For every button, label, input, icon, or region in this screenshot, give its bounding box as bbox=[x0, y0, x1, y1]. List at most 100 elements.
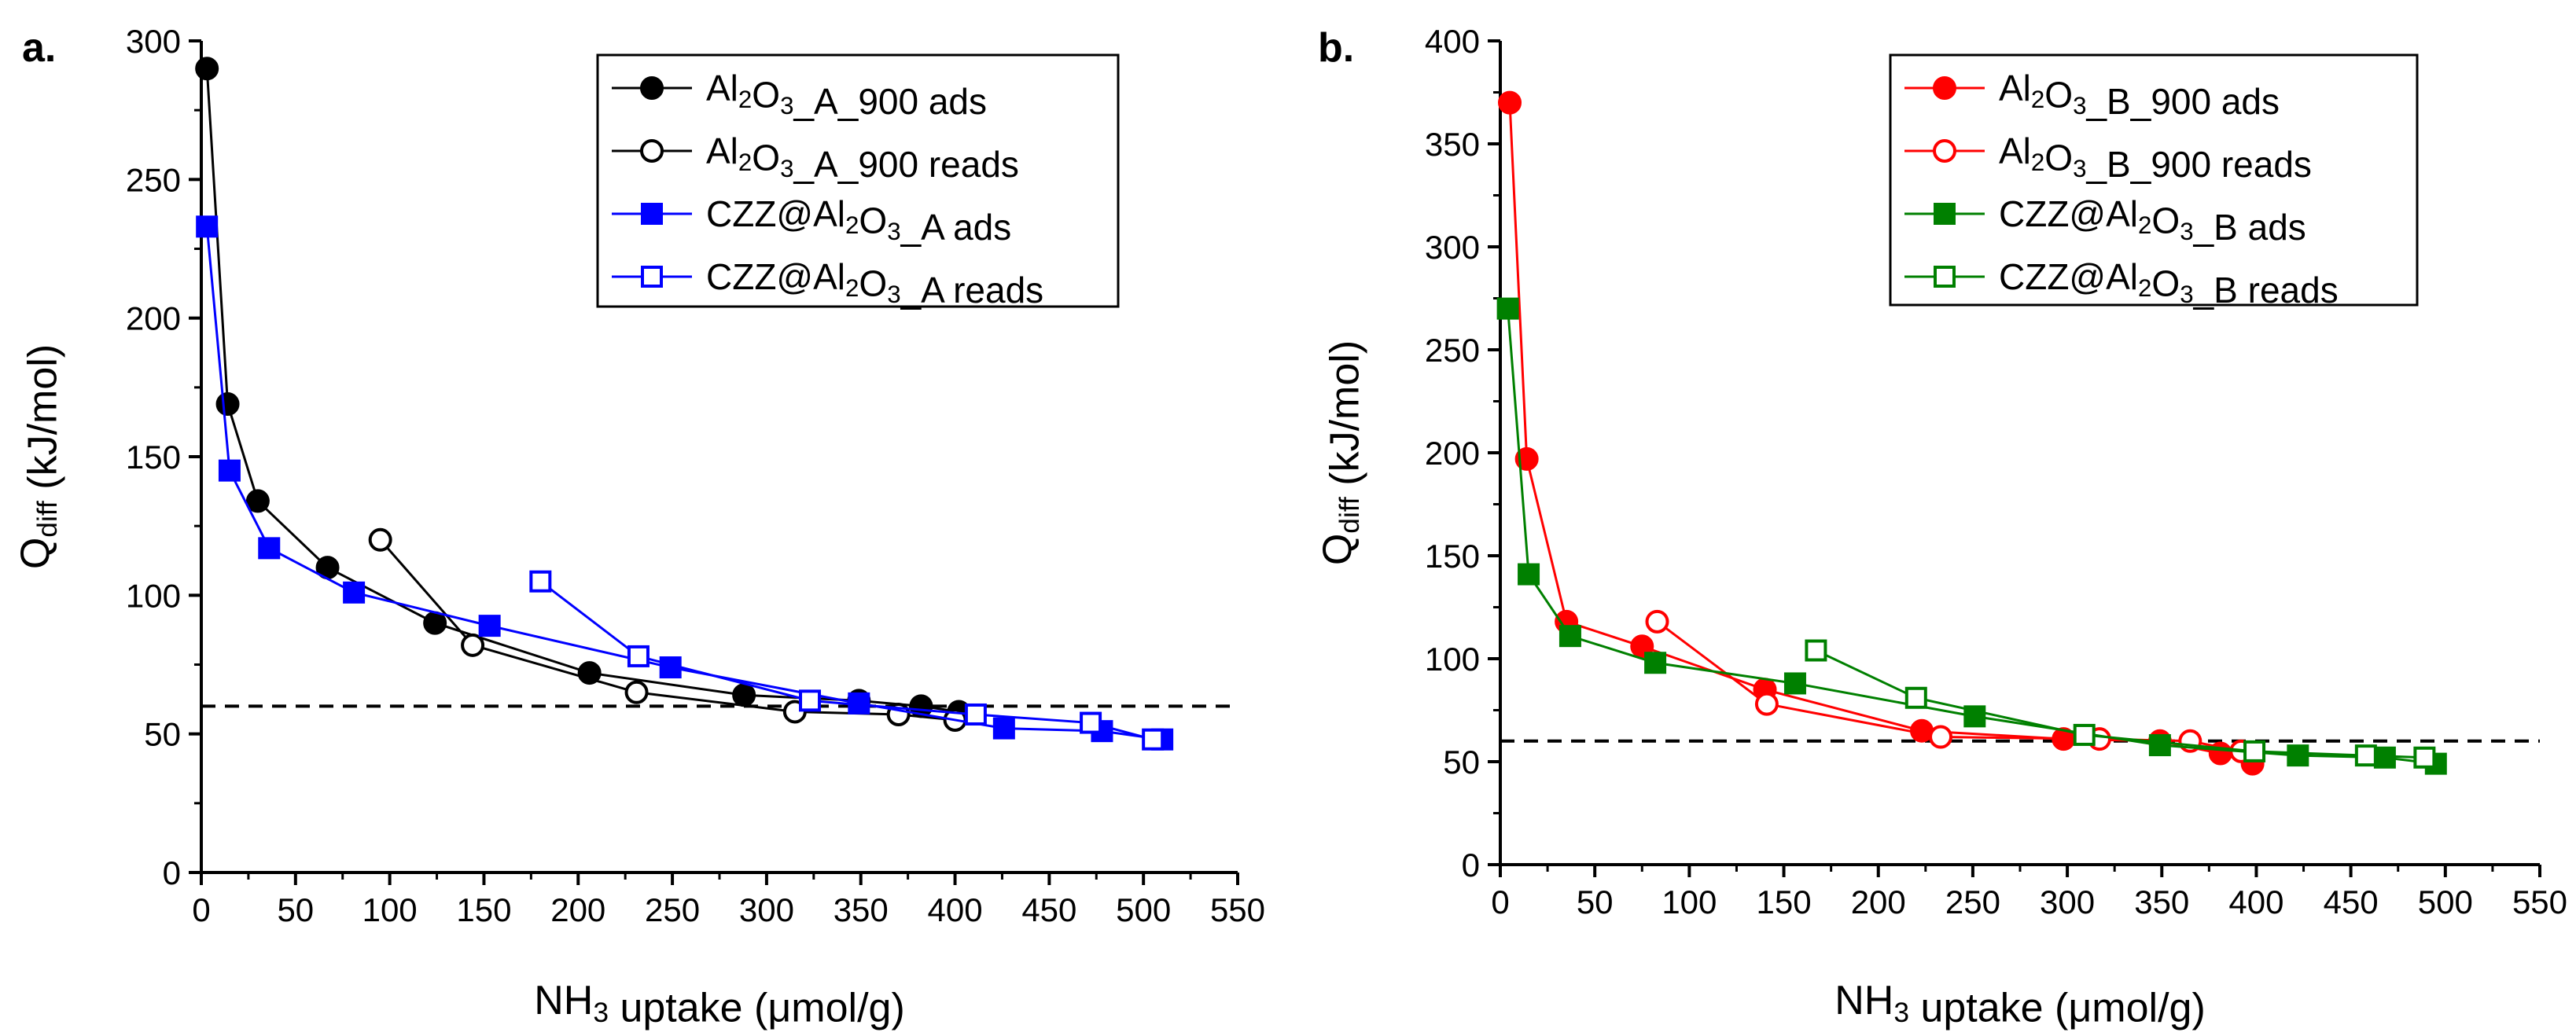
legend-box bbox=[596, 53, 1120, 308]
legend-label-s2: 3 bbox=[887, 281, 900, 308]
data-point bbox=[627, 645, 650, 667]
data-point bbox=[343, 581, 366, 604]
data-point bbox=[1783, 672, 1806, 695]
legend-marker bbox=[641, 266, 663, 288]
data-point bbox=[1929, 725, 1953, 749]
y-tick-label: 300 bbox=[126, 23, 181, 60]
x-axis-title-sub: 3 bbox=[593, 997, 609, 1028]
x-axis-title: NH3​ uptake (μmol/g) bbox=[534, 978, 905, 1031]
x-tick-label: 100 bbox=[362, 891, 418, 928]
data-point bbox=[1630, 634, 1654, 659]
y-tick-label: 100 bbox=[126, 577, 181, 614]
x-tick-label: 350 bbox=[834, 891, 889, 928]
x-axis-title-suffix: uptake (μmol/g) bbox=[609, 986, 905, 1031]
legend-label: Al2​O3​_B_900 ads bbox=[1999, 68, 2280, 122]
x-axis-title-prefix: NH bbox=[1834, 978, 1893, 1023]
y-tick-label: 250 bbox=[1425, 332, 1480, 369]
legend-label-s2: 3 bbox=[2073, 92, 2086, 119]
x-tick-label: 200 bbox=[1851, 884, 1906, 920]
y-tick-label: 150 bbox=[1425, 538, 1480, 575]
y-axis-title: Qdiff​ (kJ/mol) bbox=[13, 344, 66, 569]
data-point bbox=[1496, 297, 1519, 320]
data-point bbox=[1142, 728, 1165, 751]
data-point bbox=[195, 57, 219, 81]
data-point bbox=[2413, 746, 2436, 769]
x-tick-label: 100 bbox=[1662, 884, 1717, 920]
y-axis-title-prefix: Q bbox=[13, 538, 58, 569]
legend-label: CZZ@Al2​O3​_B ads bbox=[1999, 193, 2306, 248]
x-tick-label: 400 bbox=[928, 891, 983, 928]
legend-label: Al2​O3​_A_900 ads bbox=[706, 68, 987, 122]
legend-label-p2: O bbox=[2151, 263, 2180, 303]
legend-label-p2: O bbox=[2044, 74, 2073, 115]
x-axis-title-suffix: uptake (μmol/g) bbox=[1909, 986, 2206, 1031]
legend-label-s1: 2 bbox=[845, 274, 859, 302]
legend-label-p2: O bbox=[859, 263, 887, 303]
x-tick-label: 300 bbox=[739, 891, 794, 928]
series-line bbox=[205, 68, 959, 713]
y-tick-label: 200 bbox=[126, 300, 181, 337]
legend: Al2​O3​_A_900 ads Al2​O3​_A_900 reads CZZ@… bbox=[596, 53, 1120, 310]
data-point bbox=[2287, 744, 2309, 767]
panel-label: b. bbox=[1318, 25, 1354, 71]
data-point bbox=[1518, 563, 1540, 586]
legend-label-s2: 3 bbox=[2180, 281, 2193, 308]
legend-label-p1: Al bbox=[706, 68, 738, 108]
legend-label-p1: Al bbox=[1999, 130, 2031, 171]
legend-marker bbox=[1933, 139, 1956, 163]
legend-label-p2: O bbox=[2151, 200, 2180, 241]
legend-label-p3: _A_900 ads bbox=[793, 81, 987, 122]
legend-label-s2: 3 bbox=[780, 92, 793, 119]
data-point bbox=[2354, 744, 2377, 767]
y-tick-label: 350 bbox=[1425, 126, 1480, 163]
data-point bbox=[2073, 723, 2096, 746]
data-point bbox=[218, 459, 241, 482]
legend-label-s1: 2 bbox=[2138, 274, 2151, 302]
data-point bbox=[215, 391, 240, 416]
legend-label-p1: CZZ@Al bbox=[706, 193, 845, 234]
series-1 bbox=[368, 527, 967, 733]
legend-label: Al2​O3​_B_900 reads bbox=[1999, 130, 2312, 185]
data-point bbox=[1498, 90, 1522, 115]
legend-label-s2: 3 bbox=[2073, 155, 2086, 182]
legend-label-p1: CZZ@Al bbox=[1999, 256, 2138, 297]
data-point bbox=[368, 527, 392, 552]
data-point bbox=[732, 683, 756, 707]
legend-marker bbox=[1934, 266, 1956, 288]
x-tick-label: 550 bbox=[1210, 891, 1265, 928]
y-tick-label: 100 bbox=[1425, 641, 1480, 678]
series-3 bbox=[1805, 639, 2436, 769]
series-2 bbox=[1496, 297, 2447, 775]
y-axis-title-prefix: Q bbox=[1315, 534, 1360, 565]
legend-label-s2: 3 bbox=[780, 155, 793, 182]
legend-label-s2: 3 bbox=[2180, 218, 2193, 245]
x-tick-label: 250 bbox=[645, 891, 700, 928]
y-axis-title: Qdiff​ (kJ/mol) bbox=[1315, 340, 1368, 565]
y-tick-label: 400 bbox=[1425, 23, 1480, 60]
data-point bbox=[423, 611, 447, 635]
x-tick-label: 350 bbox=[2134, 884, 2189, 920]
x-axis-title-sub: 3 bbox=[1893, 997, 1909, 1028]
data-point bbox=[2243, 740, 2266, 762]
y-tick-label: 0 bbox=[1462, 847, 1480, 884]
legend-label-p3: _B_900 reads bbox=[2085, 144, 2311, 185]
data-point bbox=[964, 703, 987, 726]
data-point bbox=[245, 489, 270, 513]
legend-label: CZZ@Al2​O3​_B reads bbox=[1999, 256, 2339, 310]
data-point bbox=[529, 570, 552, 593]
data-point bbox=[258, 537, 281, 560]
y-tick-label: 250 bbox=[126, 161, 181, 198]
data-point bbox=[1645, 609, 1669, 634]
legend-marker bbox=[1933, 76, 1956, 100]
x-tick-label: 450 bbox=[2324, 884, 2379, 920]
legend-label-p2: O bbox=[2044, 137, 2073, 178]
legend: Al2​O3​_B_900 ads Al2​O3​_B_900 reads CZZ@… bbox=[1889, 53, 2419, 310]
data-point bbox=[461, 633, 485, 657]
x-tick-label: 0 bbox=[192, 891, 210, 928]
data-point bbox=[478, 615, 501, 637]
legend-label-p3: _A reads bbox=[900, 270, 1044, 310]
y-tick-label: 50 bbox=[144, 716, 181, 753]
series-line bbox=[205, 226, 1163, 741]
legend-label-p3: _B_900 ads bbox=[2085, 81, 2280, 122]
